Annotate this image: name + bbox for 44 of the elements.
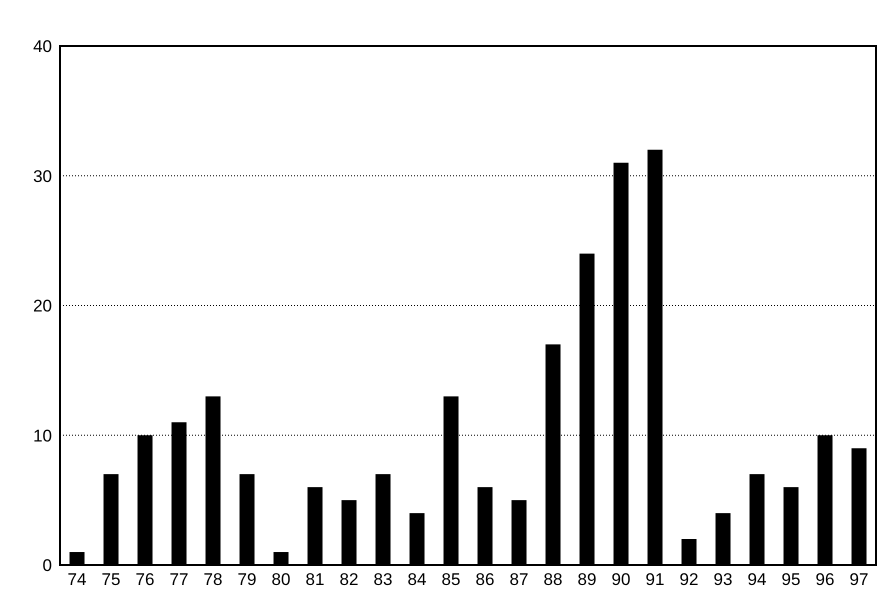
- y-tick-label: 30: [33, 166, 52, 186]
- bar: [274, 552, 289, 565]
- bar: [852, 448, 867, 565]
- x-tick-label: 87: [510, 570, 528, 590]
- x-tick-label: 90: [612, 570, 630, 590]
- bar: [70, 552, 85, 565]
- y-tick-label: 0: [42, 556, 52, 576]
- x-tick-label: 82: [340, 570, 358, 590]
- x-tick-label: 75: [102, 570, 120, 590]
- bar: [342, 500, 357, 565]
- x-tick-label: 97: [850, 570, 868, 590]
- bar: [240, 474, 255, 565]
- x-tick-label: 89: [578, 570, 596, 590]
- bar: [750, 474, 765, 565]
- x-tick-label: 79: [238, 570, 256, 590]
- x-tick-label: 74: [68, 570, 86, 590]
- x-tick-label: 85: [442, 570, 460, 590]
- x-tick-label: 86: [476, 570, 494, 590]
- bar: [784, 487, 799, 565]
- bar: [308, 487, 323, 565]
- x-tick-label: 76: [136, 570, 154, 590]
- bar: [716, 513, 731, 565]
- x-tick-label: 96: [816, 570, 834, 590]
- bar: [512, 500, 527, 565]
- x-tick-label: 94: [748, 570, 766, 590]
- x-tick-label: 93: [714, 570, 732, 590]
- y-tick-label: 10: [33, 426, 52, 446]
- x-tick-label: 88: [544, 570, 562, 590]
- bar: [376, 474, 391, 565]
- bar: [410, 513, 425, 565]
- x-tick-label: 95: [782, 570, 800, 590]
- bar: [478, 487, 493, 565]
- y-tick-label: 40: [33, 37, 52, 56]
- bar: [682, 539, 697, 565]
- x-tick-label: 77: [170, 570, 188, 590]
- x-tick-label: 78: [204, 570, 222, 590]
- x-tick-label: 81: [306, 570, 324, 590]
- x-tick-label: 83: [374, 570, 392, 590]
- x-tick-label: 91: [646, 570, 664, 590]
- x-tick-label: 80: [272, 570, 290, 590]
- x-tick-label: 84: [408, 570, 426, 590]
- bar: [104, 474, 119, 565]
- y-tick-label: 20: [33, 296, 52, 316]
- x-tick-label: 92: [680, 570, 698, 590]
